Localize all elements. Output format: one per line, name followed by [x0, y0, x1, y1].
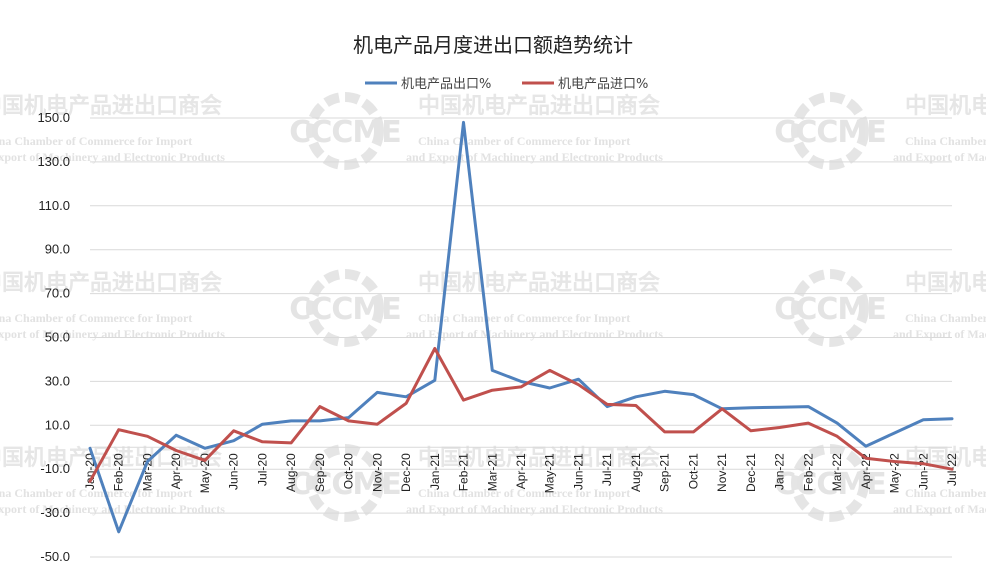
- x-tick-label: Feb-22: [801, 453, 815, 491]
- y-tick-label: 30.0: [45, 373, 70, 388]
- gear-icon: [791, 92, 869, 170]
- watermark-logo-text: CCCME: [774, 292, 885, 327]
- y-tick-label: 130.0: [37, 154, 70, 169]
- watermark-en-line2: and Export of Machinery and Electronic P…: [893, 502, 986, 516]
- x-tick-label: Aug-20: [284, 453, 298, 492]
- x-tick-label: Dec-21: [744, 453, 758, 492]
- y-tick-label: 70.0: [45, 286, 70, 301]
- x-tick-label: Nov-21: [715, 453, 729, 492]
- x-tick-label: Jan-22: [773, 453, 787, 490]
- x-tick-label: Dec-20: [399, 453, 413, 492]
- x-tick-label: Jan-21: [428, 453, 442, 490]
- watermark-logo-text: CCCME: [289, 467, 400, 502]
- legend: 机电产品出口% 机电产品进口%: [365, 77, 648, 92]
- y-tick-label: 150.0: [37, 110, 70, 125]
- series-line-2: [88, 347, 954, 483]
- y-tick-label: -50.0: [40, 549, 70, 564]
- y-tick-label: -30.0: [40, 505, 70, 520]
- watermark-en-line1: China Chamber of Commerce for Import: [905, 486, 986, 500]
- x-tick-label: May-22: [888, 453, 902, 493]
- x-tick-label: Jul-20: [255, 453, 269, 486]
- x-tick-label: Jul-21: [600, 453, 614, 486]
- watermark-logo: CCCME: [774, 269, 887, 347]
- watermark-en-line2: and Export of Machinery and Electronic P…: [406, 327, 663, 341]
- watermark-en-line1: China Chamber of Commerce for Import: [905, 134, 986, 148]
- watermark-cn: 中国机电产品进出口商会: [418, 93, 660, 119]
- watermark-logo-text: CCCME: [774, 467, 885, 502]
- watermark-logo-text: CCCME: [774, 115, 885, 150]
- x-axis: Jan-20 Feb-20 Mar-20 Apr-20 May-20 Jun-20 Jul-…: [83, 446, 959, 493]
- watermark-en-line2: and Export of Machinery and Electronic P…: [406, 150, 663, 164]
- watermark-cn: 中国机电产品进出口商会: [0, 270, 222, 296]
- y-tick-label: 10.0: [45, 417, 70, 432]
- x-tick-label: Nov-20: [370, 453, 384, 492]
- x-tick-label: Apr-22: [859, 453, 873, 489]
- watermark-logo: CCCME: [289, 92, 402, 170]
- gear-icon: [791, 444, 869, 522]
- x-tick-label: Aug-21: [629, 453, 643, 492]
- x-tick-label: Apr-21: [514, 453, 528, 489]
- watermark-cn: 中国机电产品进出口商会: [0, 445, 222, 471]
- x-tick-label: Oct-21: [686, 453, 700, 489]
- y-tick-label: -10.0: [40, 461, 70, 476]
- x-tick-label: May-21: [543, 453, 557, 493]
- watermark-cn: 中国机电产品进出口商会: [0, 93, 222, 119]
- legend-label-1: 机电产品出口%: [401, 77, 491, 92]
- watermark-en-line2: and Export of Machinery and Electronic P…: [0, 327, 225, 341]
- watermark-en-line1: China Chamber of Commerce for Import: [905, 311, 986, 325]
- x-tick-label: Jun-21: [571, 453, 585, 490]
- watermark-en-line1: China Chamber of Commerce for Import: [418, 486, 630, 500]
- gear-icon: [306, 269, 384, 347]
- x-tick-label: Jun-20: [227, 453, 241, 490]
- gear-icon: [791, 269, 869, 347]
- x-tick-label: Jun-22: [916, 453, 930, 490]
- y-tick-label: 50.0: [45, 330, 70, 345]
- x-tick-label: Mar-22: [830, 453, 844, 491]
- watermark-layer: 中国机电产品进出口商会 China Chamber of Commerce for…: [0, 92, 986, 522]
- y-tick-label: 90.0: [45, 242, 70, 257]
- watermark-en-line1: China Chamber of Commerce for Import: [418, 134, 630, 148]
- watermark-logo-text: CCCME: [289, 115, 400, 150]
- x-tick-label: Mar-20: [140, 453, 154, 491]
- y-axis: -50.0 -30.0 -10.0 10.0 30.0 50.0 70.0 90.0 110.0…: [37, 110, 70, 564]
- gear-icon: [306, 444, 384, 522]
- x-tick-label: Feb-20: [112, 453, 126, 491]
- y-tick-label: 110.0: [38, 198, 70, 213]
- watermark-cn: 中国机电产品进出口商会: [418, 445, 660, 471]
- x-tick-label: May-20: [198, 453, 212, 493]
- watermark-logo: CCCME: [774, 92, 887, 170]
- grid-lines: [90, 117, 952, 558]
- watermark-cn: 中国机电产品进出口商会: [905, 270, 986, 296]
- watermark-en-line2: and Export of Machinery and Electronic P…: [893, 327, 986, 341]
- legend-label-2: 机电产品进口%: [558, 77, 648, 92]
- watermark-en-line1: China Chamber of Commerce for Import: [418, 311, 630, 325]
- watermark-en-line2: and Export of Machinery and Electronic P…: [0, 150, 225, 164]
- watermark-logo: CCCME: [774, 444, 887, 522]
- watermark-en-line1: China Chamber of Commerce for Import: [0, 311, 192, 325]
- watermark-logo-text: CCCME: [289, 292, 400, 327]
- gear-icon: [306, 92, 384, 170]
- watermark-en-line2: and Export of Machinery and Electronic P…: [406, 502, 663, 516]
- watermark-en-line2: and Export of Machinery and Electronic P…: [0, 502, 225, 516]
- watermark-logo: CCCME: [289, 444, 402, 522]
- series-line-1: [88, 120, 954, 534]
- watermark-en-line1: China Chamber of Commerce for Import: [0, 486, 192, 500]
- watermark-logo: CCCME: [289, 269, 402, 347]
- watermark-cn: 中国机电产品进出口商会: [905, 93, 986, 119]
- watermark-en-line1: China Chamber of Commerce for Import: [0, 134, 192, 148]
- watermark-en-line2: and Export of Machinery and Electronic P…: [893, 150, 986, 164]
- chart-title: 机电产品月度进出口额趋势统计: [353, 33, 633, 57]
- x-tick-label: Sep-21: [658, 453, 672, 492]
- x-tick-label: Mar-21: [485, 453, 499, 491]
- x-tick-label: Apr-20: [169, 453, 183, 489]
- watermark-cn: 中国机电产品进出口商会: [418, 270, 660, 296]
- series-layer: [88, 120, 954, 534]
- x-tick-label: Feb-21: [457, 453, 471, 491]
- x-tick-label: Sep-20: [313, 453, 327, 492]
- x-tick-label: Oct-20: [342, 453, 356, 489]
